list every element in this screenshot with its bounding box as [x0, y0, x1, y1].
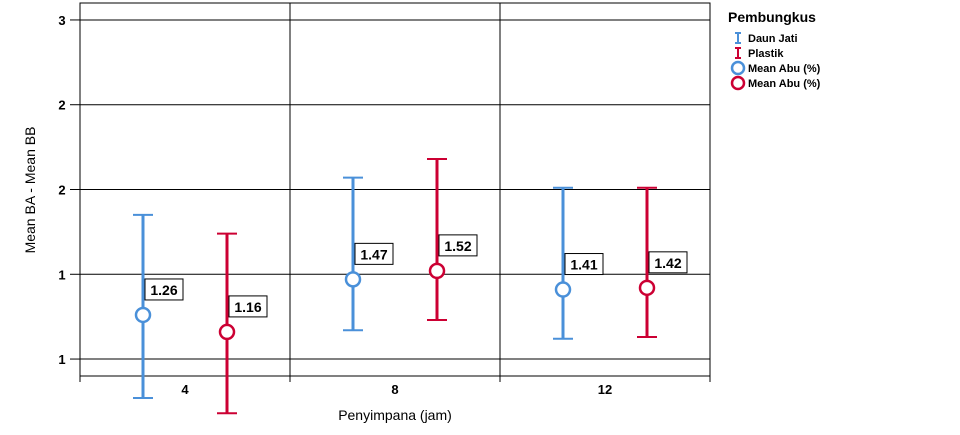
legend-entry-label: Mean Abu (%): [748, 63, 821, 75]
x-tick-label: 8: [391, 382, 398, 397]
data-label-box: [354, 242, 394, 265]
data-label-box: [228, 295, 268, 318]
y-tick-label: 2: [58, 98, 65, 113]
y-axis-title: Mean BA - Mean BB: [22, 127, 38, 254]
mean-point: [638, 279, 656, 297]
data-label: 1.52: [444, 238, 471, 254]
data-label-box: [144, 278, 184, 301]
legend-title: Pembungkus: [728, 9, 816, 25]
x-axis-title: Penyimpana (jam): [338, 407, 452, 423]
y-tick-label: 2: [58, 183, 65, 198]
mean-point: [428, 262, 446, 280]
legend-entry-label: Mean Abu (%): [748, 78, 821, 90]
y-tick-label: 1: [58, 267, 65, 282]
data-label: 1.47: [360, 246, 387, 262]
data-label: 1.16: [234, 299, 261, 315]
legend-circle-symbol: [730, 60, 746, 76]
x-tick-label: 12: [598, 382, 612, 397]
data-marks: 1.26 1.47 1.41 1.16 1.52 1.42: [133, 157, 688, 415]
mean-point: [134, 306, 152, 324]
legend: Pembungkus Daun Jati Plastik Mean Abu (%) M…: [728, 9, 821, 91]
data-label-box: [648, 251, 688, 274]
legend-entry-label: Plastik: [748, 48, 784, 60]
mean-point: [344, 271, 362, 288]
data-label: 1.41: [570, 257, 597, 273]
mean-point: [554, 281, 572, 298]
data-label: 1.42: [654, 255, 681, 271]
grid-lines: [80, 3, 710, 376]
mean-point: [218, 323, 236, 341]
x-tick-label: 4: [181, 382, 189, 397]
data-label: 1.26: [150, 282, 177, 298]
legend-entry-label: Daun Jati: [748, 33, 798, 45]
data-label-box: [438, 234, 478, 257]
y-tick-label: 3: [58, 13, 65, 28]
legend-circle-symbol: [730, 75, 746, 91]
data-label-box: [564, 253, 604, 276]
y-tick-label: 1: [58, 352, 65, 367]
